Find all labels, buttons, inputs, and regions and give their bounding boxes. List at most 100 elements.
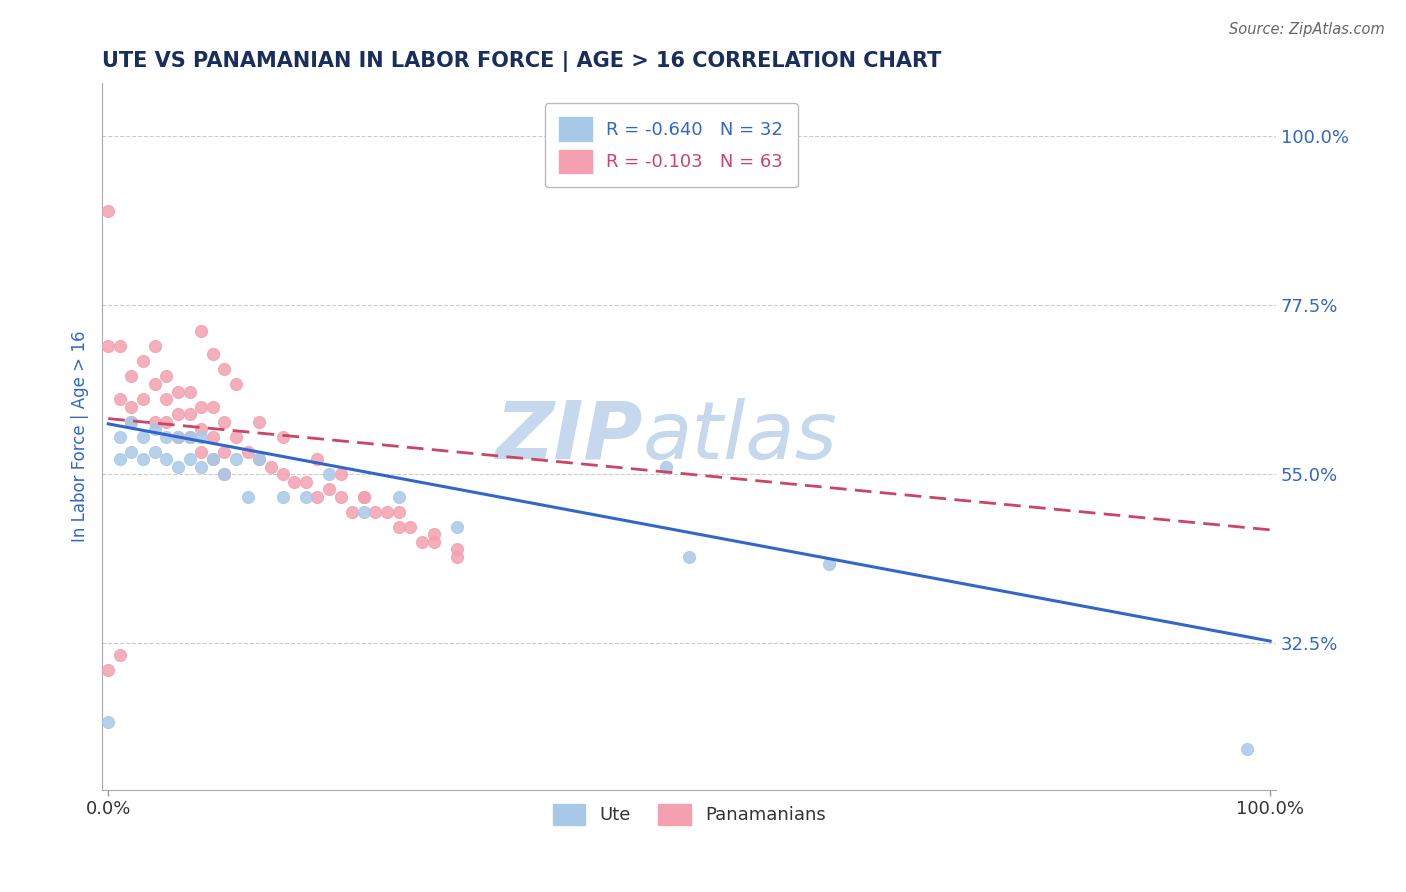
Point: [190, 429, 212, 443]
Point: [201, 400, 224, 414]
Point: [225, 429, 247, 443]
Point: [155, 369, 177, 384]
Point: [155, 429, 177, 443]
Point: [97, 339, 120, 353]
Point: [179, 407, 201, 421]
Point: [201, 452, 224, 467]
Point: [364, 505, 387, 519]
Point: [167, 429, 190, 443]
Point: [236, 490, 259, 504]
Point: [399, 520, 422, 534]
Point: [247, 415, 270, 429]
Point: [260, 459, 283, 474]
Point: [179, 429, 201, 443]
Point: [190, 444, 212, 458]
Point: [167, 429, 190, 443]
Point: [121, 444, 143, 458]
Point: [422, 534, 444, 549]
Point: [411, 534, 433, 549]
Point: [97, 715, 120, 730]
Point: [236, 444, 259, 458]
Point: [167, 384, 190, 399]
Point: [375, 505, 398, 519]
Point: [132, 452, 155, 467]
Point: [247, 452, 270, 467]
Point: [201, 429, 224, 443]
Point: [318, 482, 340, 496]
Point: [329, 490, 352, 504]
Point: [108, 648, 131, 662]
Point: [190, 459, 212, 474]
Point: [143, 415, 166, 429]
Point: [271, 467, 294, 482]
Point: [214, 444, 236, 458]
Point: [179, 384, 201, 399]
Point: [97, 204, 120, 219]
Point: [214, 467, 236, 482]
Point: [318, 467, 340, 482]
Point: [179, 452, 201, 467]
Point: [446, 542, 468, 557]
Point: [121, 369, 143, 384]
Point: [271, 490, 294, 504]
Point: [353, 490, 375, 504]
Point: [271, 429, 294, 443]
Point: [190, 325, 212, 339]
Point: [388, 505, 411, 519]
Point: [1236, 741, 1258, 756]
Point: [225, 377, 247, 392]
Point: [214, 467, 236, 482]
Point: [225, 452, 247, 467]
Point: [353, 490, 375, 504]
Point: [307, 452, 329, 467]
Point: [108, 392, 131, 406]
Point: [446, 520, 468, 534]
Point: [132, 354, 155, 368]
Point: [294, 475, 316, 489]
Point: [342, 505, 364, 519]
Point: [121, 415, 143, 429]
Point: [143, 422, 166, 436]
Point: [388, 520, 411, 534]
Point: [155, 452, 177, 467]
Point: [132, 392, 155, 406]
Legend: Ute, Panamanians: Ute, Panamanians: [544, 795, 835, 834]
Point: [201, 347, 224, 361]
Point: [247, 452, 270, 467]
Point: [143, 377, 166, 392]
Point: [307, 490, 329, 504]
Point: [329, 467, 352, 482]
Point: [97, 663, 120, 677]
Point: [422, 527, 444, 541]
Text: ZIP: ZIP: [495, 398, 643, 475]
Point: [388, 490, 411, 504]
Point: [179, 429, 201, 443]
Point: [143, 339, 166, 353]
Point: [283, 475, 305, 489]
Point: [108, 429, 131, 443]
Point: [655, 459, 678, 474]
Point: [190, 422, 212, 436]
Point: [214, 415, 236, 429]
Point: [155, 392, 177, 406]
Point: [108, 339, 131, 353]
Point: [108, 452, 131, 467]
Point: [214, 362, 236, 376]
Point: [201, 452, 224, 467]
Point: [353, 505, 375, 519]
Point: [817, 558, 839, 572]
Point: [143, 444, 166, 458]
Point: [121, 400, 143, 414]
Text: Source: ZipAtlas.com: Source: ZipAtlas.com: [1229, 22, 1385, 37]
Point: [190, 400, 212, 414]
Point: [121, 415, 143, 429]
Point: [446, 549, 468, 564]
Y-axis label: In Labor Force | Age > 16: In Labor Force | Age > 16: [72, 331, 89, 542]
Point: [294, 490, 316, 504]
Text: atlas: atlas: [643, 398, 837, 475]
Point: [167, 459, 190, 474]
Point: [167, 407, 190, 421]
Point: [132, 429, 155, 443]
Text: UTE VS PANAMANIAN IN LABOR FORCE | AGE > 16 CORRELATION CHART: UTE VS PANAMANIAN IN LABOR FORCE | AGE >…: [103, 51, 942, 71]
Point: [678, 549, 700, 564]
